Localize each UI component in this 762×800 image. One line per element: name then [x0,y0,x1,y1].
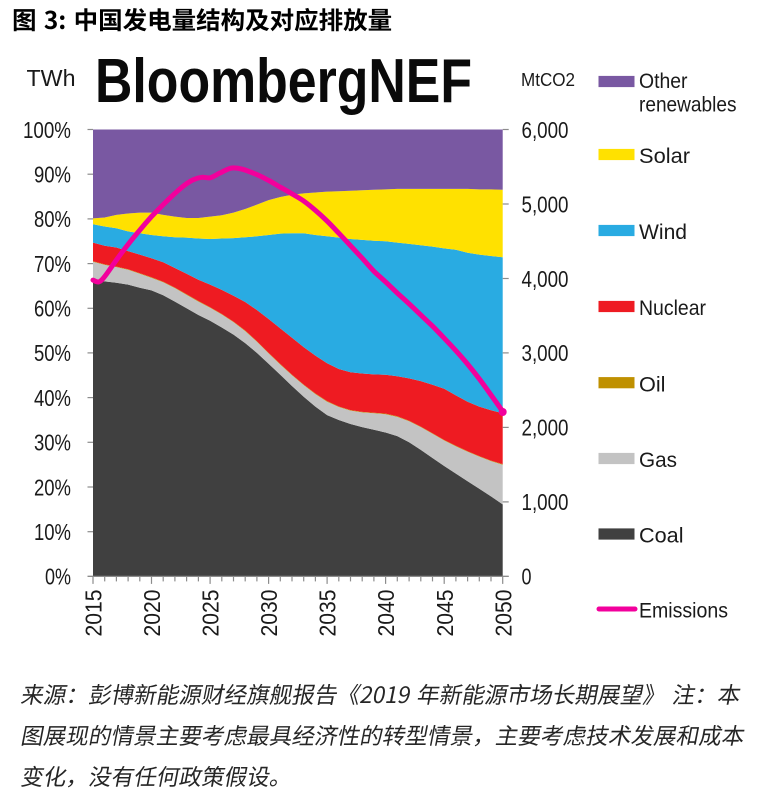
svg-text:0%: 0% [45,564,71,590]
svg-text:2015: 2015 [81,590,107,637]
svg-text:80%: 80% [34,206,71,232]
svg-text:Wind: Wind [639,220,687,244]
svg-text:MtCO2: MtCO2 [521,69,575,90]
svg-text:TWh: TWh [27,65,76,91]
svg-text:4,000: 4,000 [522,266,569,292]
svg-text:0: 0 [522,564,532,590]
svg-text:2030: 2030 [256,590,282,637]
svg-text:2,000: 2,000 [522,415,569,441]
svg-text:renewables: renewables [639,92,737,116]
svg-text:1,000: 1,000 [522,489,569,515]
svg-text:Nuclear: Nuclear [639,296,706,320]
svg-text:2025: 2025 [198,590,224,637]
svg-text:Coal: Coal [639,524,684,548]
svg-text:Solar: Solar [639,144,690,168]
svg-text:2045: 2045 [432,590,458,637]
svg-text:Oil: Oil [639,372,666,396]
svg-text:2040: 2040 [373,590,399,637]
svg-text:2035: 2035 [315,590,341,637]
svg-text:90%: 90% [34,162,71,188]
svg-text:3,000: 3,000 [522,340,569,366]
svg-text:BloombergNEF: BloombergNEF [95,47,472,116]
svg-text:100%: 100% [23,117,71,143]
svg-text:Emissions: Emissions [639,599,728,623]
svg-text:Gas: Gas [639,448,677,472]
svg-text:40%: 40% [34,385,71,411]
svg-text:6,000: 6,000 [522,117,569,143]
svg-text:5,000: 5,000 [522,191,569,217]
svg-text:30%: 30% [34,430,71,456]
svg-text:10%: 10% [34,519,71,545]
svg-text:20%: 20% [34,474,71,500]
svg-text:2050: 2050 [490,590,516,637]
svg-text:50%: 50% [34,340,71,366]
svg-text:70%: 70% [34,251,71,277]
svg-text:2020: 2020 [139,590,165,637]
svg-text:60%: 60% [34,296,71,322]
svg-text:Other: Other [639,69,688,93]
